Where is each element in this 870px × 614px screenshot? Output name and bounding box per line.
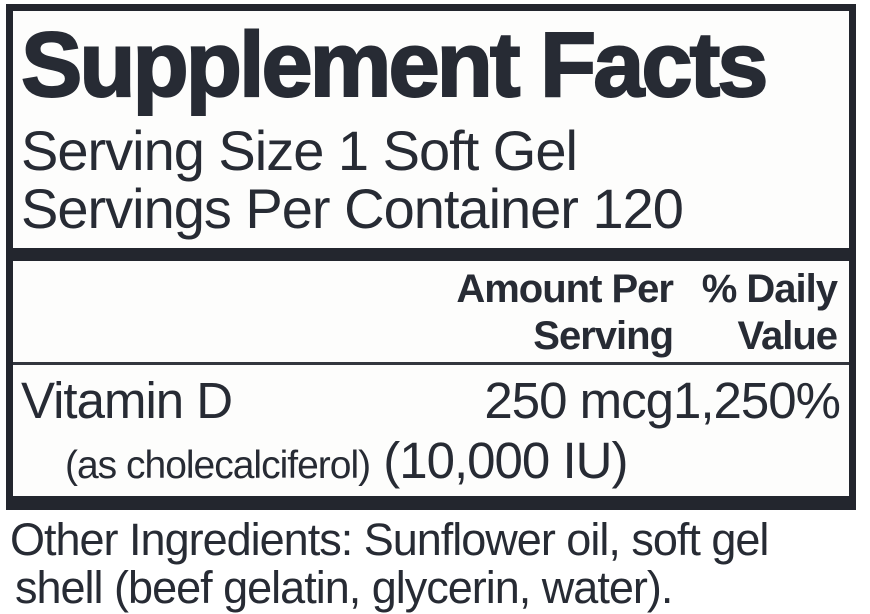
nutrient-amount: 250 mcg (484, 372, 674, 429)
nutrient-iu-detail: (10,000 IU) (383, 432, 628, 489)
column-header-amount-line2: Serving (533, 314, 674, 358)
column-header-daily-line1: % Daily (701, 267, 838, 311)
column-header-amount-line1: Amount Per (456, 267, 674, 311)
divider-thin (13, 362, 849, 365)
nutrient-main-line: Vitamin D 250 mcg 1,250% (21, 372, 841, 429)
column-header-daily-value: % Daily Value (673, 266, 838, 362)
serving-size-line: Serving Size 1 Soft Gel (21, 119, 578, 182)
servings-per-container-line: Servings Per Container 120 (21, 177, 684, 240)
nutrient-source-detail: (as cholecalciferol) (65, 444, 371, 487)
table-row: Vitamin D 250 mcg 1,250% (as cholecalcif… (13, 365, 849, 493)
other-ingredients-line1: Other Ingredients: Sunflower oil, soft g… (10, 514, 769, 565)
table-header-row: Amount Per Serving % Daily Value (13, 261, 849, 362)
other-ingredients-line2: shell (beef gelatin, glycerin, water). (15, 562, 673, 613)
nutrient-name-and-amount: Vitamin D 250 mcg (21, 372, 674, 429)
serving-info: Serving Size 1 Soft Gel Servings Per Con… (21, 122, 849, 238)
facts-panel: Supplement Facts Serving Size 1 Soft Gel… (6, 4, 856, 510)
divider-thick (13, 248, 849, 261)
other-ingredients-text: Other Ingredients: Sunflower oil, soft g… (10, 514, 769, 613)
column-header-amount-per-serving: Amount Per Serving (21, 266, 674, 362)
nutrient-daily-value: 1,250% (673, 372, 841, 429)
column-header-daily-line2: Value (737, 314, 838, 358)
panel-header-section: Supplement Facts Serving Size 1 Soft Gel… (13, 11, 849, 248)
page-title: Supplement Facts (20, 14, 769, 116)
nutrient-name: Vitamin D (21, 372, 233, 429)
nutrient-detail-line: (as cholecalciferol) (10,000 IU) (65, 433, 837, 494)
